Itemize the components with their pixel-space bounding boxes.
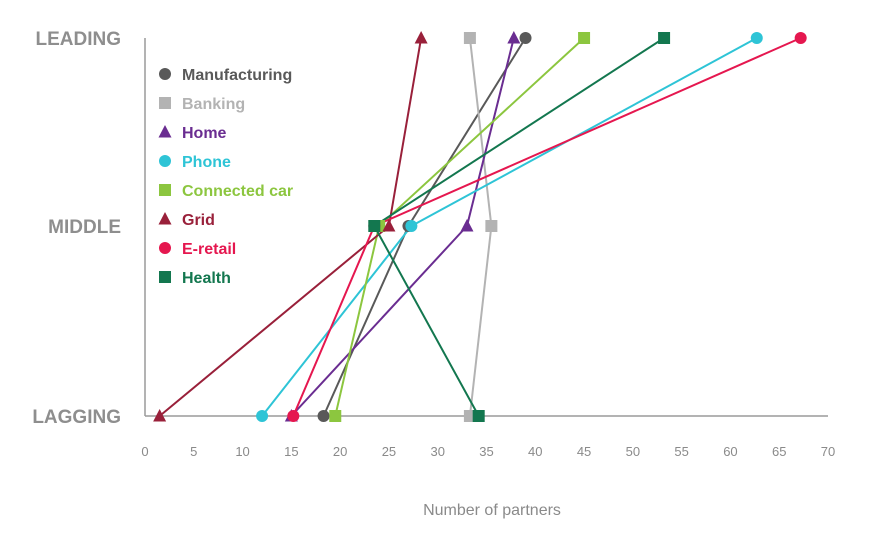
legend-marker-e-retail bbox=[159, 242, 171, 254]
legend-label-e-retail: E-retail bbox=[182, 241, 236, 258]
x-tick-label: 30 bbox=[430, 444, 444, 459]
x-tick-label: 40 bbox=[528, 444, 542, 459]
data-point-home bbox=[507, 31, 521, 44]
data-point-e-retail bbox=[287, 410, 300, 422]
legend-marker-manufacturing bbox=[159, 68, 171, 80]
x-tick-label: 15 bbox=[284, 444, 298, 459]
category-label-leading: LEADING bbox=[36, 29, 122, 50]
series-markers bbox=[153, 31, 807, 422]
series-line-phone bbox=[261, 37, 758, 417]
data-point-home bbox=[460, 219, 474, 232]
x-tick-label: 5 bbox=[190, 444, 197, 459]
x-tick-label: 45 bbox=[577, 444, 591, 459]
category-labels: LAGGING MIDDLE LEADING bbox=[32, 29, 121, 428]
legend-marker-grid bbox=[158, 212, 172, 225]
legend-marker-health bbox=[159, 271, 171, 283]
data-point-health bbox=[658, 32, 671, 44]
x-ticks: 0 5 10 15 20 25 30 35 40 45 50 55 60 65 70 bbox=[141, 444, 835, 459]
x-tick-label: 10 bbox=[235, 444, 249, 459]
series-lines bbox=[158, 37, 802, 417]
legend-label-banking: Banking bbox=[182, 96, 245, 113]
x-tick-label: 35 bbox=[479, 444, 493, 459]
x-tick-label: 20 bbox=[333, 444, 347, 459]
category-label-lagging: LAGGING bbox=[32, 407, 121, 428]
series-line-health bbox=[373, 37, 665, 417]
legend-marker-phone bbox=[159, 155, 171, 167]
legend-label-grid: Grid bbox=[182, 212, 215, 229]
x-tick-label: 50 bbox=[626, 444, 640, 459]
x-axis-title: Number of partners bbox=[423, 502, 561, 519]
data-point-banking bbox=[463, 32, 476, 44]
data-point-manufacturing bbox=[519, 32, 532, 44]
data-point-health bbox=[472, 410, 485, 422]
x-tick-label: 60 bbox=[723, 444, 737, 459]
data-point-grid bbox=[153, 409, 167, 422]
legend-label-phone: Phone bbox=[182, 154, 231, 171]
category-label-middle: MIDDLE bbox=[48, 217, 121, 238]
data-point-grid bbox=[414, 31, 428, 44]
x-tick-label: 55 bbox=[674, 444, 688, 459]
legend-label-health: Health bbox=[182, 270, 231, 287]
x-tick-label: 70 bbox=[821, 444, 835, 459]
data-point-connected-car bbox=[329, 410, 342, 422]
x-tick-label: 25 bbox=[382, 444, 396, 459]
data-point-phone bbox=[405, 220, 418, 232]
legend-label-connected-car: Connected car bbox=[182, 183, 293, 200]
data-point-connected-car bbox=[578, 32, 591, 44]
legend-label-home: Home bbox=[182, 125, 227, 142]
data-point-manufacturing bbox=[317, 410, 330, 422]
x-tick-label: 65 bbox=[772, 444, 786, 459]
legend-marker-connected-car bbox=[159, 184, 171, 196]
legend-label-manufacturing: Manufacturing bbox=[182, 67, 292, 84]
x-tick-label: 0 bbox=[141, 444, 148, 459]
legend-marker-home bbox=[158, 125, 172, 138]
data-point-phone bbox=[750, 32, 763, 44]
data-point-grid bbox=[382, 219, 396, 232]
data-point-phone bbox=[256, 410, 269, 422]
data-point-e-retail bbox=[794, 32, 807, 44]
legend-marker-banking bbox=[159, 97, 171, 109]
data-point-banking bbox=[485, 220, 498, 232]
data-point-health bbox=[368, 220, 381, 232]
legend: Manufacturing Banking Home Phone Connected c… bbox=[158, 67, 293, 287]
